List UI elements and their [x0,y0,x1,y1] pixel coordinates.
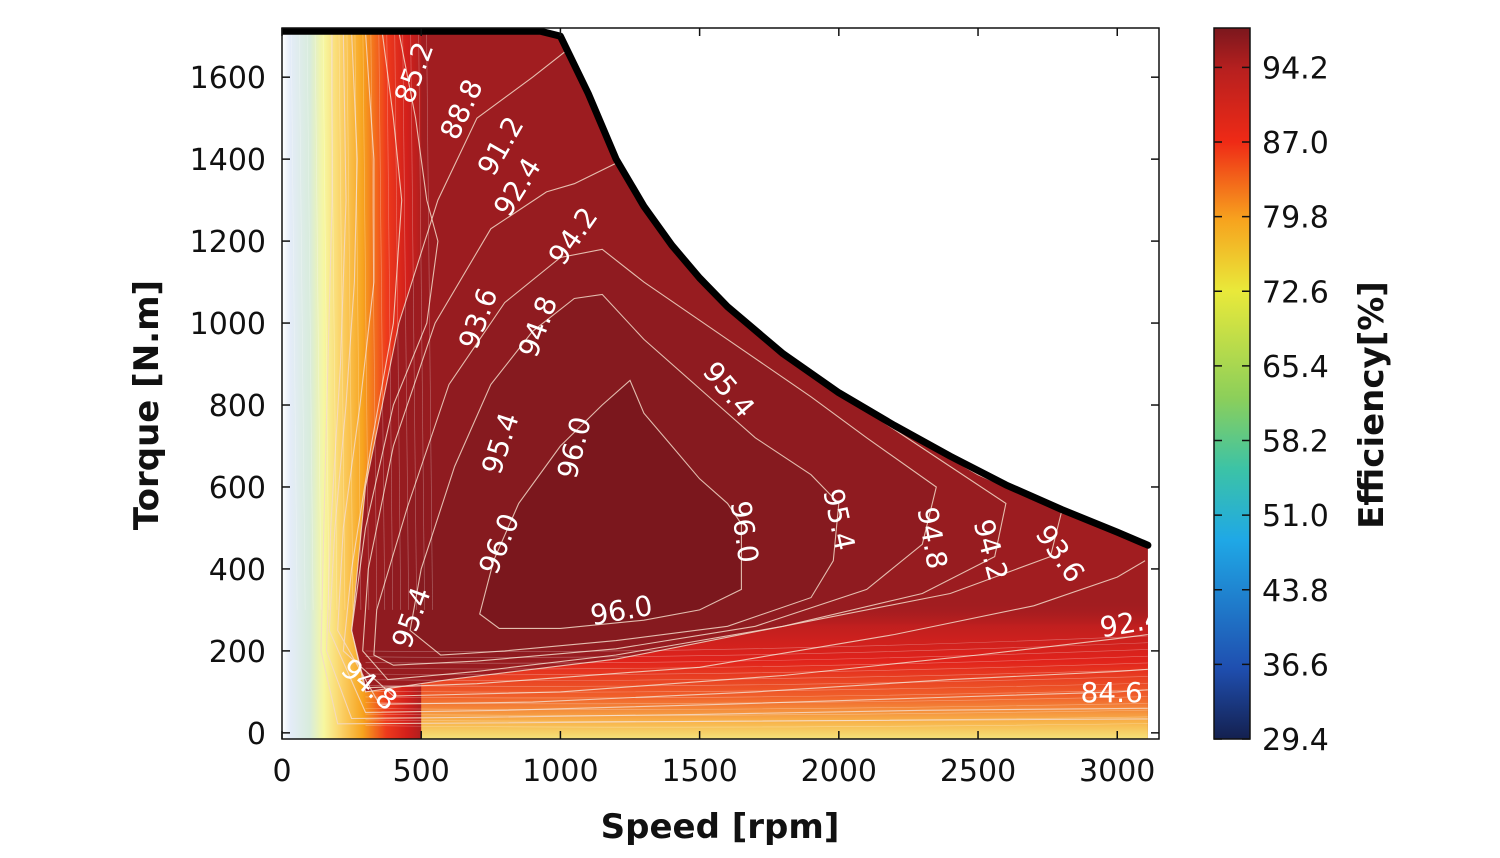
contour-line-72-6 [320,32,1148,725]
contour-line-91-2 [342,32,1148,697]
contour-region-96 [479,380,742,629]
contour-line-fine [370,31,378,610]
contour-line-fine [365,696,1148,705]
contour-line-fine [418,31,425,610]
colorbar-tick-label: 87.0 [1262,126,1329,161]
contour-label: 84.6 [1080,676,1142,709]
contour-line-fine [290,31,298,610]
contour-line-fine [365,642,1148,658]
contour-line-fine [378,31,386,610]
y-tick-label: 200 [209,635,266,670]
contour-line-fine [306,31,314,610]
contour-line-fine [365,689,1148,699]
x-tick-label: 2500 [940,754,1016,789]
y-tick-label: 800 [209,389,266,424]
contour-line-fine [365,669,1148,681]
colorbar-tick-label: 29.4 [1262,723,1329,758]
contour-line-fine [365,723,1148,728]
y-tick-label: 600 [209,471,266,506]
contour-line-fine [365,635,1148,652]
contour-line-fine [365,682,1148,693]
colorbar [1213,27,1251,740]
x-tick-label: 0 [272,754,291,789]
contour-line-fine [365,655,1148,670]
contour-line-fine [338,31,346,610]
y-axis-title: Torque [N.m] [127,280,167,530]
contour-line-fine [365,709,1148,716]
colorbar-tick-label: 36.6 [1262,648,1329,683]
contour-line-fine [322,31,330,610]
contour-line-fine [365,716,1148,722]
contour-fill-group [351,44,1062,692]
contour-line-95-4 [409,293,840,656]
contour-line-85-2 [328,32,1148,713]
y-tick-label: 1200 [190,225,266,260]
colorbar-tick-label: 72.6 [1262,275,1329,310]
y-tick-label: 1400 [190,143,266,178]
contour-line-fine [365,662,1148,676]
contour-line-92-4 [351,31,1146,689]
contour-line-group [290,31,1148,728]
y-axis: 0 200 400 600 800 1000 1200 1400 1600 [190,61,1159,752]
colorbar-tick-label: 51.0 [1262,499,1329,534]
colorbar-tick-label: 43.8 [1262,574,1329,609]
x-tick-label: 1000 [522,754,598,789]
x-axis: 0 500 1000 1500 2000 2500 3000 [272,28,1155,789]
contour-line-fine [365,649,1148,664]
contour-line-fine [330,31,338,610]
x-tick-label: 3000 [1079,754,1155,789]
colorbar-tick-label: 58.2 [1262,425,1329,460]
contour-line-fine [354,31,362,610]
contour-line-fine [410,31,417,610]
contour-line-fine [365,703,1148,710]
x-tick-label: 1500 [661,754,737,789]
contour-line-96 [479,379,742,629]
colorbar-ticks: 94.2 87.0 79.8 72.6 65.4 58.2 51.0 43.8 36.6 29.4 [1214,51,1329,758]
colorbar-tick-label: 65.4 [1262,350,1329,385]
x-axis-title: Speed [rpm] [601,807,840,847]
y-tick-label: 1600 [190,61,266,96]
contour-line-fine [314,31,322,610]
colorbar-tick-label: 79.8 [1262,201,1329,236]
contour-line-fine [362,31,370,610]
contour-line-79-8 [325,32,1148,720]
x-tick-label: 2000 [801,754,877,789]
contour-line-94-8 [373,248,937,666]
colorbar-tick-label: 94.2 [1262,51,1329,86]
contour-line-fine [365,676,1148,687]
y-tick-label: 0 [247,717,266,752]
y-tick-label: 1000 [190,307,266,342]
colorbar-title: Efficiency[%] [1352,281,1392,529]
contour-line-fine [298,31,306,610]
contour-line-fine [346,31,354,610]
contour-line-fine [426,31,433,610]
y-tick-label: 400 [209,553,266,588]
torque-envelope-line [282,28,1152,549]
contour-line-fine [394,31,402,610]
x-tick-label: 500 [393,754,450,789]
plot-frame [281,27,1160,740]
contour-line-fine [402,31,409,610]
contour-line-fine [386,31,394,610]
contour-line-88-8 [337,32,1148,705]
